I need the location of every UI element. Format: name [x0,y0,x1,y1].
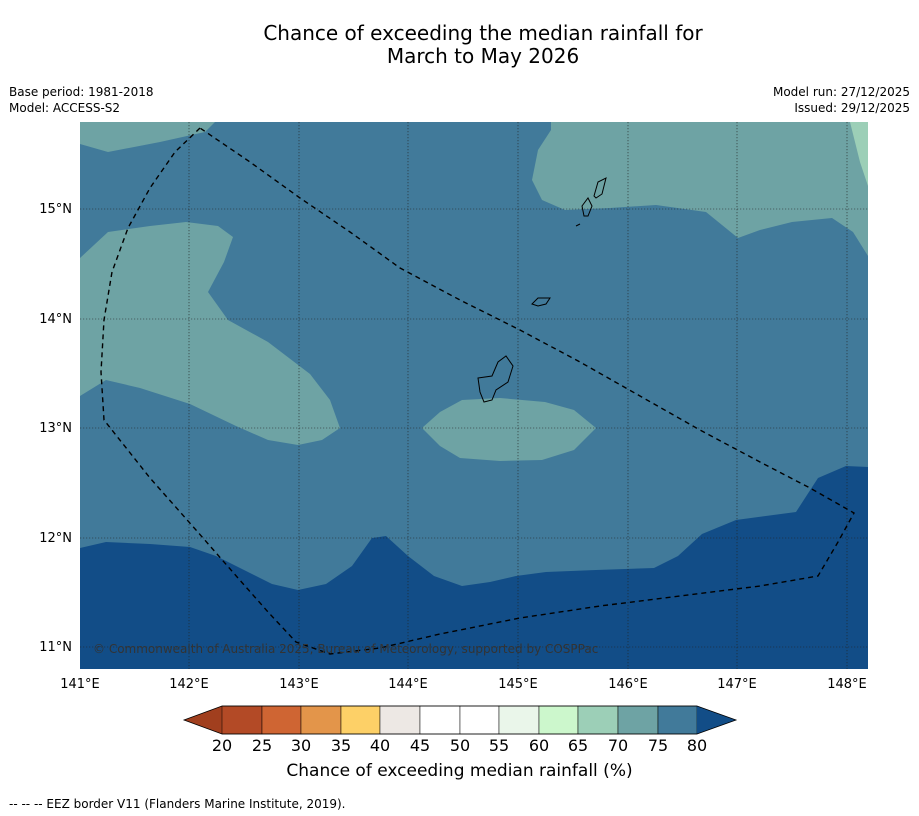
colorbar-tick-55: 55 [489,736,509,755]
colorbar-swatch-40-45 [379,705,421,735]
lat-tick-14: 14°N [39,312,72,327]
colorbar-tick-50: 50 [450,736,470,755]
colorbar-swatch-55-60 [498,705,540,735]
colorbar-swatch-45-50 [419,705,461,735]
meta-right: Model run: 27/12/2025 Issued: 29/12/2025 [773,84,910,116]
colorbar-tick-60: 60 [529,736,549,755]
colorbar-tick-25: 25 [252,736,272,755]
island-tinian [581,197,593,217]
lat-tick-13: 13°N [39,421,72,436]
colorbar-tick-70: 70 [608,736,628,755]
lon-tick-147: 147°E [717,677,757,692]
colorbar-swatch-25-30 [261,705,302,735]
lon-tick-141: 141°E [60,677,100,692]
colorbar-swatch-60-65 [538,705,579,735]
lat-tick-11: 11°N [39,640,72,655]
region-70-75-northeast [532,122,868,256]
lon-tick-145: 145°E [498,677,538,692]
title-line-2: March to May 2026 [386,44,580,68]
lon-tick-146: 146°E [608,677,648,692]
colorbar-label: Chance of exceeding median rainfall (%) [286,761,633,781]
region-over-80-south [80,466,868,669]
rainfall-map [80,122,868,669]
issued-date: Issued: 29/12/2025 [794,101,910,115]
colorbar-swatch-35-40 [340,705,381,735]
lat-axis: 15°N 14°N 13°N 12°N 11°N [39,202,72,655]
region-70-75-central [422,398,596,461]
island-rota [531,297,551,307]
colorbar-over-triangle [697,706,736,734]
colorbar-swatch-65-70 [577,705,619,735]
colorbar-outline [182,705,738,735]
colorbar-swatch-20-25 [221,705,263,735]
colorbar-tick-45: 45 [410,736,430,755]
lon-tick-143: 143°E [279,677,319,692]
graticule [80,122,868,669]
title-line-1: Chance of exceeding the median rainfall … [263,21,703,45]
colorbar-ticks: 20 25 30 35 40 45 50 55 60 65 70 75 80 [212,736,707,755]
lon-axis: 141°E 142°E 143°E 144°E 145°E 146°E 147°… [60,677,867,692]
lat-tick-12: 12°N [39,531,72,546]
lon-tick-144: 144°E [388,677,428,692]
colorbar-tick-75: 75 [648,736,668,755]
colorbar-swatch-75-80 [657,705,698,735]
colorbar-tick-40: 40 [370,736,390,755]
base-period: Base period: 1981-2018 [9,85,154,99]
lat-tick-15: 15°N [39,202,72,217]
colorbar-swatches [221,705,698,735]
colorbar-swatch-70-75 [617,705,659,735]
islands [477,177,607,403]
colorbar-tick-20: 20 [212,736,232,755]
model-run: Model run: 27/12/2025 [772,85,910,99]
region-70-75-west [80,222,340,445]
colorbar-tick-30: 30 [291,736,311,755]
colorbar-tick-80: 80 [687,736,707,755]
copyright-notice: © Commonwealth of Australia 2025, Bureau… [93,642,598,656]
chart-title: Chance of exceeding the median rainfall … [0,22,919,68]
colorbar: 20 25 30 35 40 45 50 55 60 65 70 75 80 [182,705,738,755]
island-saipan [593,177,607,199]
lon-tick-142: 142°E [169,677,209,692]
region-70-75-northwest [80,122,215,152]
colorbar-tick-65: 65 [568,736,588,755]
model-name: Model: ACCESS-S2 [9,101,121,115]
region-65-70-east [850,122,868,186]
colorbar-swatch-50-55 [459,705,500,735]
colorbar-swatch-30-35 [300,705,342,735]
island-guam [477,355,514,403]
colorbar-under-triangle [184,706,222,734]
colorbar-tick-35: 35 [331,736,351,755]
island-aguijan [575,223,581,227]
lon-tick-148: 148°E [827,677,867,692]
eez-footnote: -- -- -- EEZ border V11 (Flanders Marine… [9,797,346,811]
meta-left: Base period: 1981-2018 Model: ACCESS-S2 [9,84,154,116]
eez-border [100,127,855,655]
